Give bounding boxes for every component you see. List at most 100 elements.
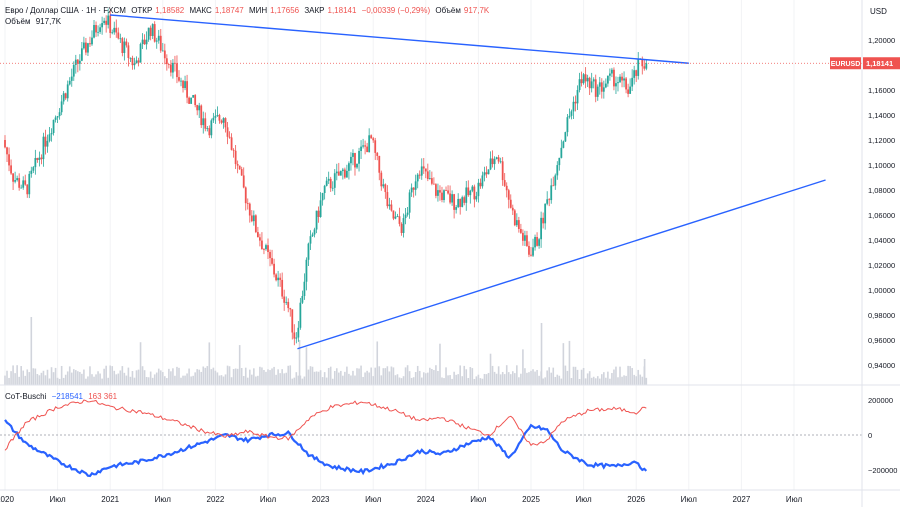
volume-bar xyxy=(50,367,53,385)
volume-bar xyxy=(28,372,31,385)
cot-legend[interactable]: CoT-Buschi −218541 163 361 xyxy=(5,392,120,401)
candle-body xyxy=(485,172,488,175)
candle-body xyxy=(625,78,627,90)
high-value: 1,18747 xyxy=(214,6,244,15)
candle-body xyxy=(30,170,33,174)
volume-bar xyxy=(174,375,176,385)
symbol-title[interactable]: Евро / Доллар США · 1Н · FXCM xyxy=(5,6,126,15)
candle-body xyxy=(283,296,286,303)
volume-bar xyxy=(528,372,530,385)
time-tick-label: Июл xyxy=(575,495,592,504)
candle-body xyxy=(471,186,474,191)
volume-bar xyxy=(384,368,387,385)
volume-bar xyxy=(129,376,132,385)
candle-body xyxy=(242,175,245,188)
candle-body xyxy=(572,101,575,112)
volume-bar xyxy=(4,375,6,385)
volume-bar xyxy=(514,373,516,385)
volume-bar xyxy=(293,377,296,385)
candle-body xyxy=(99,27,101,32)
volume-bar xyxy=(451,378,453,385)
cot-tick-label: 200000 xyxy=(868,396,893,405)
candle-body xyxy=(534,236,536,248)
candle-body xyxy=(406,212,409,215)
volume-bar xyxy=(560,378,563,385)
volume-bar xyxy=(311,366,314,385)
candle-body xyxy=(263,249,265,250)
candle-body xyxy=(333,173,336,188)
candle-body xyxy=(155,40,158,42)
candle-body xyxy=(58,112,61,117)
candle-body xyxy=(301,296,304,303)
volume-bar xyxy=(520,373,522,385)
volume-bar xyxy=(596,376,599,385)
volume-bar xyxy=(261,367,263,385)
volume-bar xyxy=(544,377,546,385)
volume-bar xyxy=(77,371,79,385)
volume-bar xyxy=(289,365,292,385)
candle-body xyxy=(343,169,346,178)
candle-body xyxy=(24,180,27,185)
candle-body xyxy=(491,158,494,165)
candles[interactable] xyxy=(4,8,648,346)
candle-body xyxy=(609,73,611,76)
volume-bar xyxy=(386,366,389,385)
volume-bar xyxy=(305,347,308,385)
volume-bar xyxy=(477,374,480,385)
candle-body xyxy=(32,167,35,171)
price-tick-label: 1,08000 xyxy=(868,186,895,195)
candle-body xyxy=(376,152,379,156)
candle-body xyxy=(370,135,373,139)
volume-bar xyxy=(576,369,579,385)
candle-body xyxy=(103,20,106,24)
volume-bar xyxy=(194,372,196,385)
volume-bar xyxy=(315,371,318,385)
volume-bar xyxy=(394,375,397,385)
volume-bar xyxy=(16,365,18,385)
candle-body xyxy=(445,190,447,192)
close-value: 1,18141 xyxy=(327,6,357,15)
candle-body xyxy=(457,198,460,208)
candle-body xyxy=(619,76,621,83)
volume-bar xyxy=(584,378,587,385)
trendlines[interactable] xyxy=(0,14,862,350)
candle-body xyxy=(169,64,172,73)
volume-bar xyxy=(431,368,433,385)
volume-bar xyxy=(447,375,449,385)
candle-body xyxy=(487,169,490,175)
volume-bar xyxy=(137,369,140,385)
candle-body xyxy=(208,128,211,136)
candle-body xyxy=(234,150,237,165)
volume-spike xyxy=(30,317,33,385)
candle-body xyxy=(76,59,79,64)
volume-bar xyxy=(10,371,12,385)
volume-bar xyxy=(605,377,607,385)
volume-bar xyxy=(281,369,283,385)
candle-body xyxy=(467,187,470,196)
volume-bar xyxy=(378,366,381,385)
volume-bar xyxy=(594,378,597,385)
candle-body xyxy=(441,192,443,201)
candle-body xyxy=(420,166,423,176)
volume-bar xyxy=(392,367,395,385)
candle-body xyxy=(536,236,538,246)
volume-bar xyxy=(68,366,71,385)
candle-body xyxy=(424,168,427,172)
candle-body xyxy=(331,187,334,189)
time-tick-label: 2026 xyxy=(627,495,645,504)
candle-body xyxy=(422,166,425,169)
volume-bar xyxy=(418,370,421,385)
candle-body xyxy=(400,223,403,233)
volume-legend[interactable]: Объём 917,7K xyxy=(5,17,64,26)
volume-bar xyxy=(356,368,358,385)
volume-bar xyxy=(507,372,510,385)
price-tick-label: 1,14000 xyxy=(868,111,895,120)
volume-bar xyxy=(8,377,10,385)
volume-bar xyxy=(263,370,265,385)
volume-bar xyxy=(214,370,217,385)
volume-bar xyxy=(277,369,279,385)
volume-bar xyxy=(358,368,360,385)
candle-body xyxy=(26,184,29,195)
candle-body xyxy=(461,197,464,207)
